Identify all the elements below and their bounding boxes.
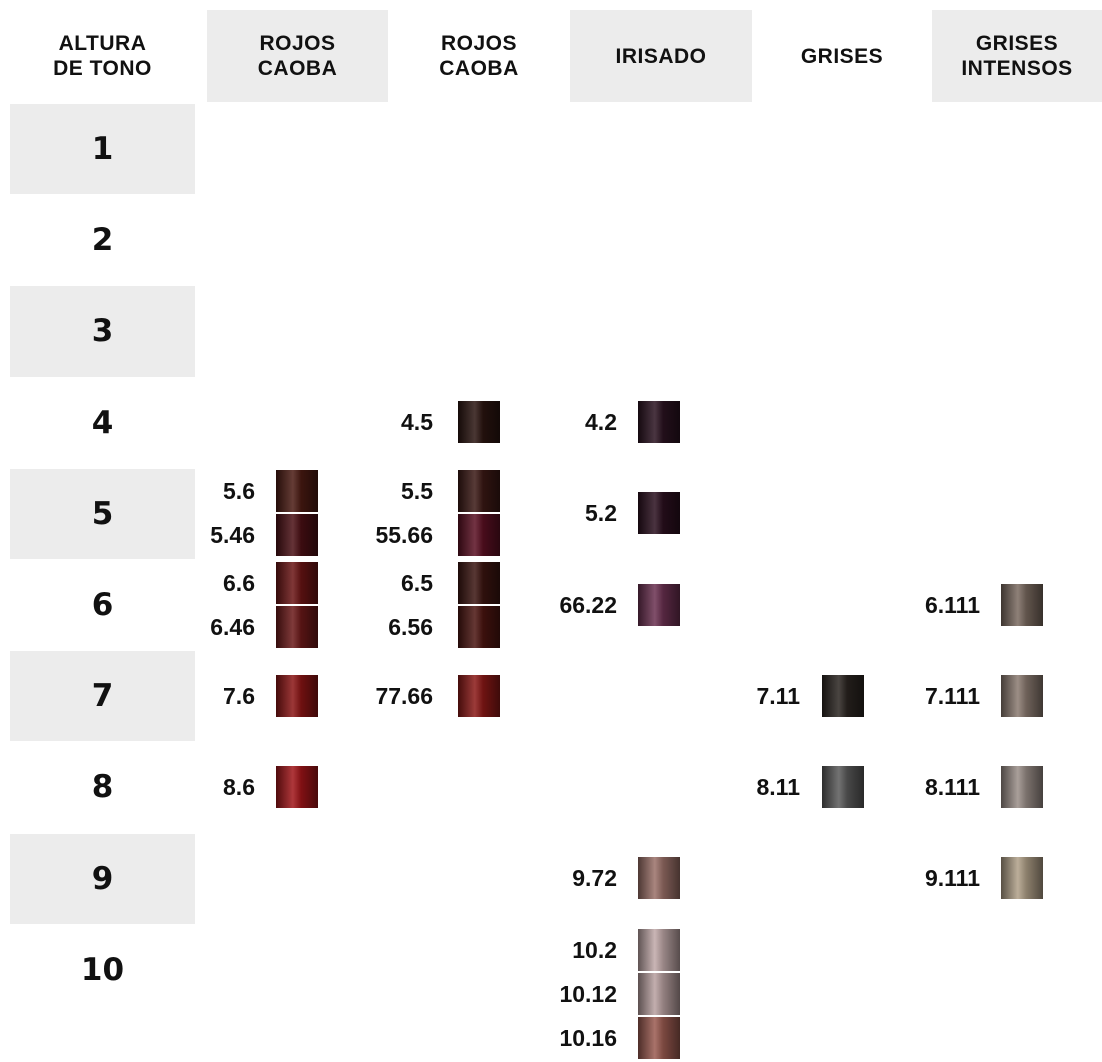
shade-code: 6.56 [388, 613, 433, 640]
shade-code: 5.2 [585, 500, 617, 527]
swatch [1001, 857, 1043, 900]
row-label: 7 [10, 651, 195, 742]
swatch [276, 514, 318, 557]
swatch [1001, 674, 1043, 717]
header-line: IRISADO [615, 44, 707, 68]
swatch [458, 561, 500, 604]
shade-code: 5.6 [223, 478, 255, 505]
swatch [638, 401, 680, 444]
row-label: 8 [91, 769, 114, 806]
row-label: 3 [10, 286, 195, 377]
header-line: GRISES [975, 32, 1059, 55]
swatch [638, 1016, 680, 1059]
shade-code: 77.66 [375, 682, 433, 709]
shade-code: 8.111 [924, 774, 980, 800]
shade-code: 7.6 [223, 682, 255, 709]
header-cell: ALTURA DE TONO [10, 10, 195, 102]
shade-code: 10.2 [572, 936, 617, 963]
swatch [458, 514, 500, 557]
header-line: INTENSOS [961, 57, 1073, 80]
row-label: 1 [10, 104, 195, 195]
shade-code: 6.111 [924, 591, 980, 618]
swatch [1001, 766, 1043, 808]
header-cell: GRISES [752, 10, 932, 102]
shade-code: 6.6 [223, 569, 255, 596]
swatch [458, 401, 500, 444]
shade-code: 7.11 [756, 682, 801, 709]
shade-code: 7.111 [924, 682, 980, 709]
row-label: 2 [91, 222, 114, 259]
shade-code: 10.16 [559, 1024, 617, 1051]
shade-code: 9.111 [924, 865, 980, 892]
header-line: GRISES [800, 44, 884, 68]
header-line: ROJOS [440, 32, 518, 55]
shade-code: 66.22 [559, 591, 617, 618]
row-label: 5 [10, 468, 195, 559]
header-cell: IRISADO [570, 10, 752, 102]
header-cell: ROJOS CAOBA [388, 10, 570, 102]
shade-code: 8.11 [756, 774, 801, 800]
swatch [638, 857, 680, 900]
swatch [638, 928, 680, 971]
swatch [276, 766, 318, 808]
header-line: CAOBA [439, 57, 519, 80]
row-label: 6 [91, 587, 114, 624]
swatch [822, 674, 864, 717]
swatch [638, 972, 680, 1015]
swatch [458, 674, 500, 717]
row-label: 4 [91, 404, 114, 441]
swatch [276, 470, 318, 513]
swatch [276, 605, 318, 648]
header-line: ALTURA [58, 32, 147, 55]
shade-code: 6.5 [401, 569, 433, 596]
shade-code: 5.46 [210, 522, 255, 549]
shade-code: 4.5 [401, 409, 433, 436]
swatch [822, 766, 864, 808]
swatch [1001, 583, 1043, 626]
swatch [276, 674, 318, 717]
header-line: DE TONO [53, 57, 152, 80]
swatch [638, 583, 680, 626]
swatch [276, 561, 318, 604]
header-cell: GRISES INTENSOS [932, 10, 1102, 102]
shade-code: 9.72 [572, 865, 617, 892]
row-label: 10 [80, 951, 125, 988]
shade-code: 5.5 [401, 478, 433, 505]
shade-code: 8.6 [223, 774, 255, 800]
swatch [458, 605, 500, 648]
header-line: ROJOS [259, 32, 336, 55]
shade-code: 4.2 [585, 409, 617, 436]
shade-code: 6.46 [210, 613, 255, 640]
header-line: CAOBA [257, 57, 338, 80]
shade-code: 55.66 [375, 522, 433, 549]
row-label: 9 [10, 833, 195, 924]
swatch [638, 492, 680, 535]
header-cell: ROJOS CAOBA [207, 10, 388, 102]
shade-code: 10.12 [559, 980, 617, 1007]
swatch [458, 470, 500, 513]
